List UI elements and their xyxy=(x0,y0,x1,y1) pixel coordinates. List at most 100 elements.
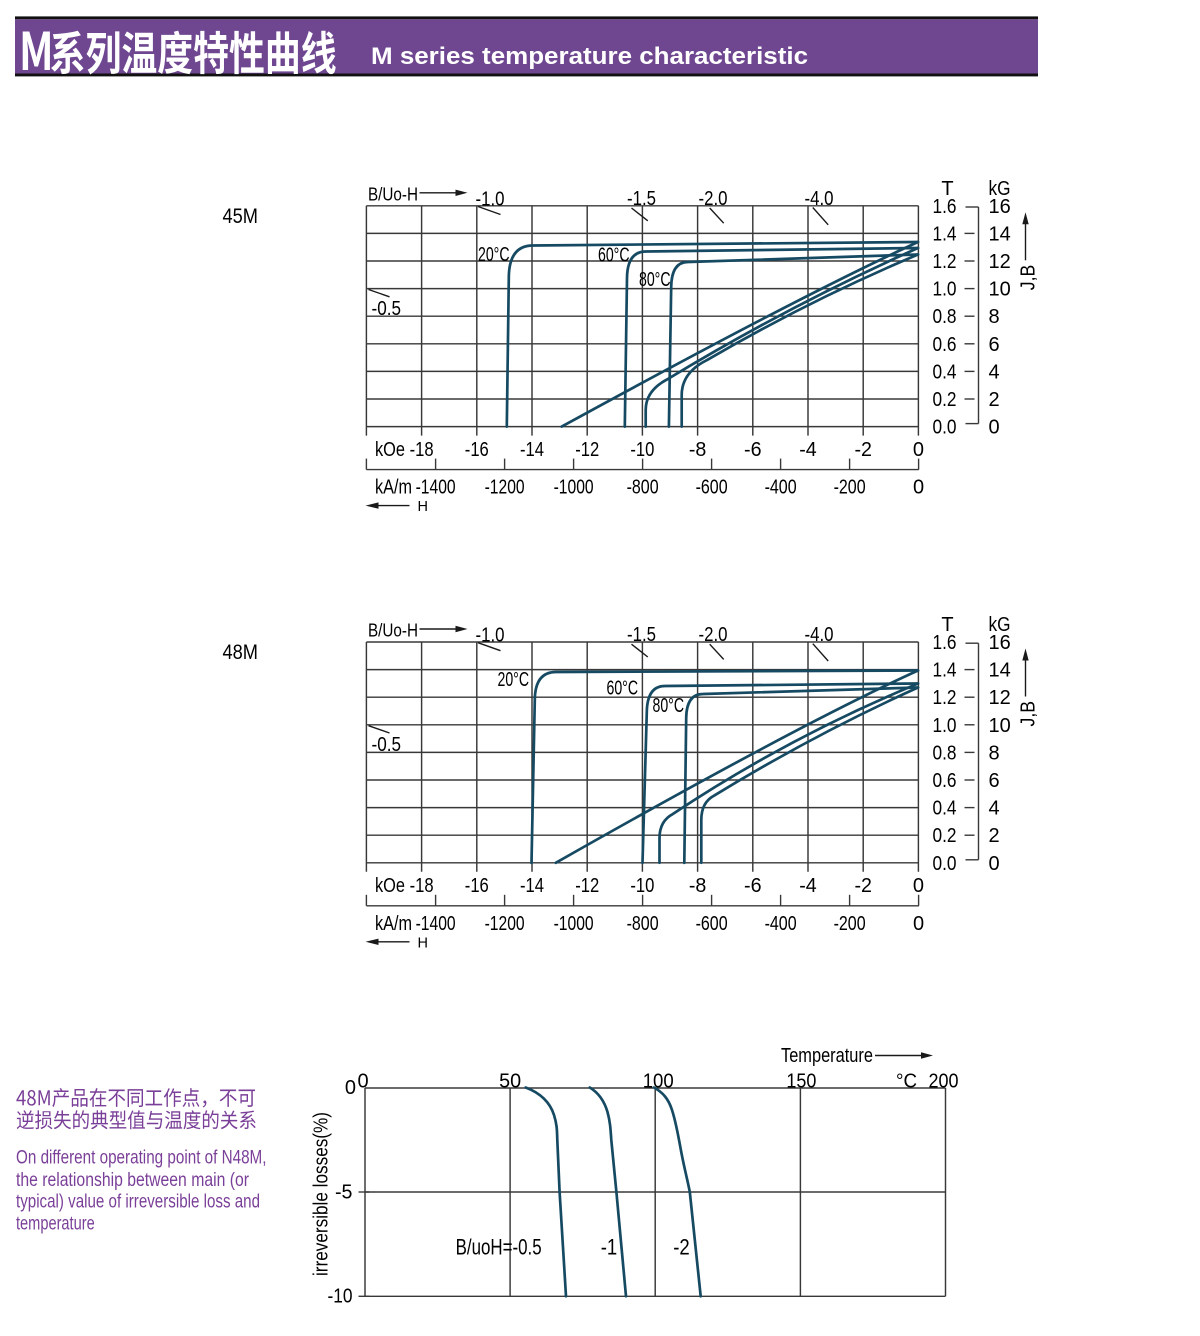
svg-text:0.0: 0.0 xyxy=(933,417,957,439)
svg-text:-2: -2 xyxy=(673,1235,690,1260)
svg-text:-6: -6 xyxy=(744,875,762,897)
svg-text:-12: -12 xyxy=(575,439,599,461)
svg-text:B/Uo-H: B/Uo-H xyxy=(368,621,418,641)
svg-text:1.2: 1.2 xyxy=(933,687,957,709)
svg-text:2: 2 xyxy=(989,825,1000,847)
svg-text:0: 0 xyxy=(913,875,924,897)
svg-text:0: 0 xyxy=(357,1071,368,1093)
svg-text:J,B: J,B xyxy=(1018,265,1040,291)
svg-text:-2: -2 xyxy=(854,875,872,897)
svg-text:H: H xyxy=(418,499,428,515)
svg-text:8: 8 xyxy=(989,742,1000,764)
svg-text:kOe: kOe xyxy=(375,875,405,897)
svg-text:0: 0 xyxy=(989,853,1000,875)
svg-text:-10: -10 xyxy=(630,875,654,897)
svg-text:-1200: -1200 xyxy=(485,913,525,935)
svg-text:0.4: 0.4 xyxy=(933,798,957,820)
svg-text:-2.0: -2.0 xyxy=(699,188,728,210)
svg-text:irreversible losses(%): irreversible losses(%) xyxy=(311,1112,333,1276)
svg-text:10: 10 xyxy=(989,715,1011,737)
svg-text:T: T xyxy=(941,614,953,636)
svg-text:the relationship between main: the relationship between main (or xyxy=(16,1169,249,1191)
svg-text:-18: -18 xyxy=(410,875,434,897)
svg-text:-400: -400 xyxy=(765,913,797,935)
svg-text:-200: -200 xyxy=(834,913,866,935)
svg-text:kA/m: kA/m xyxy=(375,477,412,499)
svg-text:0.6: 0.6 xyxy=(933,770,957,792)
svg-text:-1000: -1000 xyxy=(554,913,594,935)
svg-text:-16: -16 xyxy=(465,875,489,897)
svg-text:50: 50 xyxy=(499,1071,521,1093)
svg-text:-6: -6 xyxy=(744,439,762,461)
svg-text:16: 16 xyxy=(989,632,1011,654)
svg-text:M series temperature characte: M series temperature characteristic xyxy=(371,43,808,70)
svg-text:-18: -18 xyxy=(410,439,434,461)
svg-text:6: 6 xyxy=(989,334,1000,356)
svg-text:8: 8 xyxy=(989,306,1000,328)
svg-text:-400: -400 xyxy=(765,477,797,499)
svg-text:12: 12 xyxy=(989,687,1011,709)
svg-text:-1.5: -1.5 xyxy=(627,188,656,210)
svg-text:80°C: 80°C xyxy=(639,269,671,291)
svg-text:0: 0 xyxy=(913,439,924,461)
svg-text:-4.0: -4.0 xyxy=(805,188,834,210)
svg-text:0.4: 0.4 xyxy=(933,361,957,383)
svg-text:0.8: 0.8 xyxy=(933,306,957,328)
svg-text:-0.5: -0.5 xyxy=(372,734,402,756)
svg-text:kG: kG xyxy=(989,614,1011,636)
svg-text:0: 0 xyxy=(913,477,924,499)
svg-text:-4: -4 xyxy=(799,439,817,461)
svg-text:12: 12 xyxy=(989,251,1011,273)
svg-text:-800: -800 xyxy=(627,477,659,499)
svg-text:typical) value of irreversible: typical) value of irreversible loss and xyxy=(16,1191,260,1213)
svg-text:B/uoH=-0.5: B/uoH=-0.5 xyxy=(456,1235,542,1260)
svg-text:-8: -8 xyxy=(689,439,707,461)
svg-text:0: 0 xyxy=(913,913,924,935)
svg-text:4: 4 xyxy=(989,798,1000,820)
svg-text:1.2: 1.2 xyxy=(933,251,957,273)
svg-text:-1400: -1400 xyxy=(416,913,456,935)
svg-text:-14: -14 xyxy=(520,439,544,461)
svg-text:-1.5: -1.5 xyxy=(627,624,656,646)
svg-text:Temperature: Temperature xyxy=(781,1045,873,1067)
svg-text:-800: -800 xyxy=(627,913,659,935)
svg-text:-4.0: -4.0 xyxy=(805,624,834,646)
svg-text:14: 14 xyxy=(989,660,1011,682)
svg-text:1.0: 1.0 xyxy=(933,715,957,737)
svg-text:B/Uo-H: B/Uo-H xyxy=(368,184,418,204)
svg-text:On different operating point o: On different operating point of N48M, xyxy=(16,1147,267,1169)
svg-text:0: 0 xyxy=(989,417,1000,439)
svg-text:0.2: 0.2 xyxy=(933,389,957,411)
svg-text:1.0: 1.0 xyxy=(933,279,957,301)
svg-text:0.6: 0.6 xyxy=(933,334,957,356)
svg-text:kA/m: kA/m xyxy=(375,913,412,935)
svg-text:0.0: 0.0 xyxy=(933,853,957,875)
svg-text:0.8: 0.8 xyxy=(933,742,957,764)
svg-text:-4: -4 xyxy=(799,875,817,897)
svg-text:-2: -2 xyxy=(854,439,872,461)
svg-text:4: 4 xyxy=(989,361,1000,383)
svg-text:20°C: 20°C xyxy=(498,669,530,691)
svg-text:temperature: temperature xyxy=(16,1213,95,1235)
svg-text:-1000: -1000 xyxy=(554,477,594,499)
svg-text:T: T xyxy=(941,178,953,200)
svg-text:-12: -12 xyxy=(575,875,599,897)
svg-text:-600: -600 xyxy=(696,913,728,935)
svg-text:-10: -10 xyxy=(328,1285,353,1307)
svg-text:-1.0: -1.0 xyxy=(476,188,505,210)
svg-text:-10: -10 xyxy=(630,439,654,461)
svg-text:-8: -8 xyxy=(689,875,707,897)
svg-text:kOe: kOe xyxy=(375,439,405,461)
svg-text:10: 10 xyxy=(989,279,1011,301)
svg-text:6: 6 xyxy=(989,770,1000,792)
svg-text:0.2: 0.2 xyxy=(933,825,957,847)
svg-text:-1: -1 xyxy=(601,1235,618,1260)
svg-text:1.6: 1.6 xyxy=(933,196,957,218)
svg-text:H: H xyxy=(418,935,428,951)
svg-text:1.4: 1.4 xyxy=(933,660,957,682)
svg-text:1.6: 1.6 xyxy=(933,632,957,654)
svg-text:-5: -5 xyxy=(335,1181,353,1203)
svg-text:100: 100 xyxy=(643,1071,674,1093)
svg-text:-1400: -1400 xyxy=(416,477,456,499)
svg-text:60°C: 60°C xyxy=(607,678,639,700)
